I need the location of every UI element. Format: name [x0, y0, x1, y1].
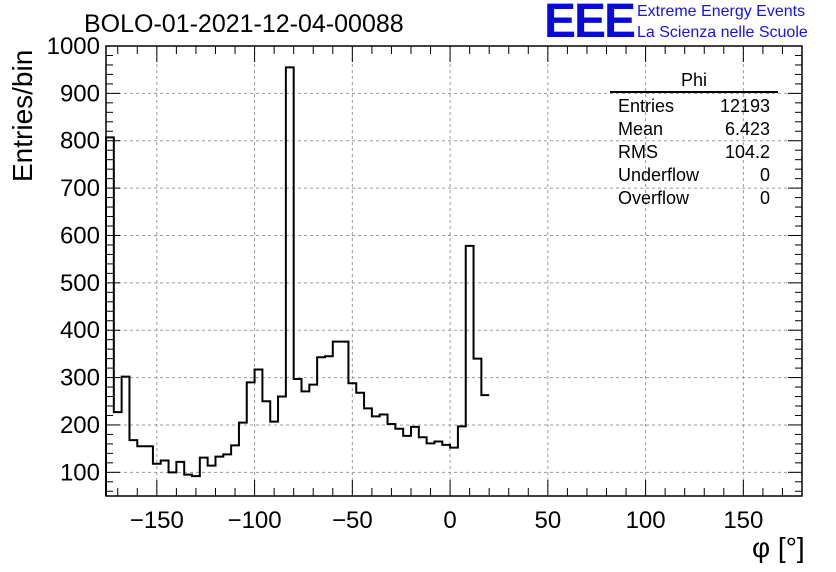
histogram-bin [403, 436, 411, 496]
histogram-bin [302, 391, 310, 496]
histogram-bin [122, 377, 130, 496]
x-tick-label: 0 [443, 507, 456, 534]
histogram-bin [333, 342, 341, 496]
histogram-bin [247, 382, 255, 496]
y-tick-label: 400 [60, 317, 100, 344]
histogram-bin [356, 393, 364, 496]
stats-value: 0 [759, 188, 770, 208]
stats-label: Overflow [618, 188, 690, 208]
histogram-bin [270, 422, 278, 496]
histogram-bin [388, 424, 396, 496]
chart-title: BOLO-01-2021-12-04-00088 [84, 10, 404, 38]
histogram-bin [325, 356, 333, 496]
stats-label: Underflow [618, 165, 700, 185]
histogram-bin [458, 426, 466, 496]
y-tick-label: 600 [60, 222, 100, 249]
histogram-bin [286, 67, 294, 496]
stats-row-entries: Entries 12193 [610, 96, 778, 119]
stats-value: 0 [759, 165, 770, 185]
histogram-bin [481, 395, 489, 496]
x-tick-label: −100 [228, 507, 282, 534]
y-axis-label: Entries/bin [7, 49, 38, 182]
y-tick-label: 300 [60, 365, 100, 392]
histogram-step-line [105, 66, 490, 496]
y-tick-label: 900 [60, 80, 100, 107]
histogram-bin [442, 445, 450, 496]
histogram-bin [145, 446, 153, 496]
stats-label: RMS [618, 142, 658, 162]
stats-row-overflow: Overflow 0 [610, 188, 778, 211]
y-tick-label: 200 [60, 412, 100, 439]
histogram-bin [294, 379, 302, 496]
histogram-bin [208, 466, 216, 496]
eee-logo: EEE [544, 0, 636, 48]
logo-line-2: La Scienza nelle Scuole [637, 24, 808, 41]
y-tick-label: 700 [60, 175, 100, 202]
histogram-bin [450, 448, 458, 496]
stats-title: Phi [680, 70, 707, 90]
histogram-bin [239, 423, 247, 496]
stats-row-underflow: Underflow 0 [610, 165, 778, 188]
x-tick-label: 100 [626, 507, 666, 534]
x-tick-label: 150 [723, 507, 763, 534]
histogram-bin [169, 472, 177, 496]
histogram-bin [176, 462, 184, 496]
logo-line-1: Extreme Energy Events [637, 3, 806, 20]
histogram-bin [215, 457, 223, 496]
x-tick-label: −50 [332, 507, 373, 534]
histogram-bin [411, 427, 419, 496]
stats-value: 12193 [719, 96, 770, 116]
stats-value: 6.423 [724, 119, 770, 139]
stats-row-rms: RMS 104.2 [610, 142, 778, 165]
histogram-bin [309, 385, 317, 496]
y-tick-label: 1000 [47, 33, 100, 60]
stats-row-mean: Mean 6.423 [610, 119, 778, 142]
stats-box: Phi Entries 12193 Mean 6.423 RMS 104.2 U… [610, 70, 778, 211]
histogram-bin [364, 408, 372, 496]
histogram-bin [372, 416, 380, 496]
stats-label: Mean [618, 119, 664, 139]
histogram-bin [200, 458, 208, 496]
histogram-bin [106, 137, 114, 496]
x-tick-label: −150 [130, 507, 184, 534]
histogram-bin [223, 454, 231, 496]
stats-divider [610, 91, 778, 93]
y-tick-label: 500 [60, 270, 100, 297]
stats-label: Entries [618, 96, 675, 116]
histogram-bin [341, 342, 349, 496]
histogram-bin [466, 246, 474, 496]
histogram-bin [255, 370, 263, 496]
histogram-bin [129, 440, 137, 496]
histogram-bin [474, 359, 482, 496]
y-tick-label: 800 [60, 128, 100, 155]
histogram-bin [395, 429, 403, 496]
histogram-bin [434, 442, 442, 496]
histogram-bin [317, 357, 325, 496]
x-tick-label: 50 [534, 507, 561, 534]
plot-frame [105, 45, 803, 497]
histogram-bin [419, 437, 427, 496]
histogram-bin [348, 383, 356, 496]
histogram-bin [380, 415, 388, 496]
histogram-bin [278, 397, 286, 496]
histogram-bin [161, 460, 169, 496]
plot-area [106, 46, 802, 496]
histogram-bin [262, 401, 270, 496]
x-axis-label: φ [°] [752, 532, 805, 563]
histogram-bin [137, 446, 145, 496]
histogram-bin [184, 475, 192, 496]
stats-value: 104.2 [724, 142, 770, 162]
y-tick-label: 100 [60, 459, 100, 486]
